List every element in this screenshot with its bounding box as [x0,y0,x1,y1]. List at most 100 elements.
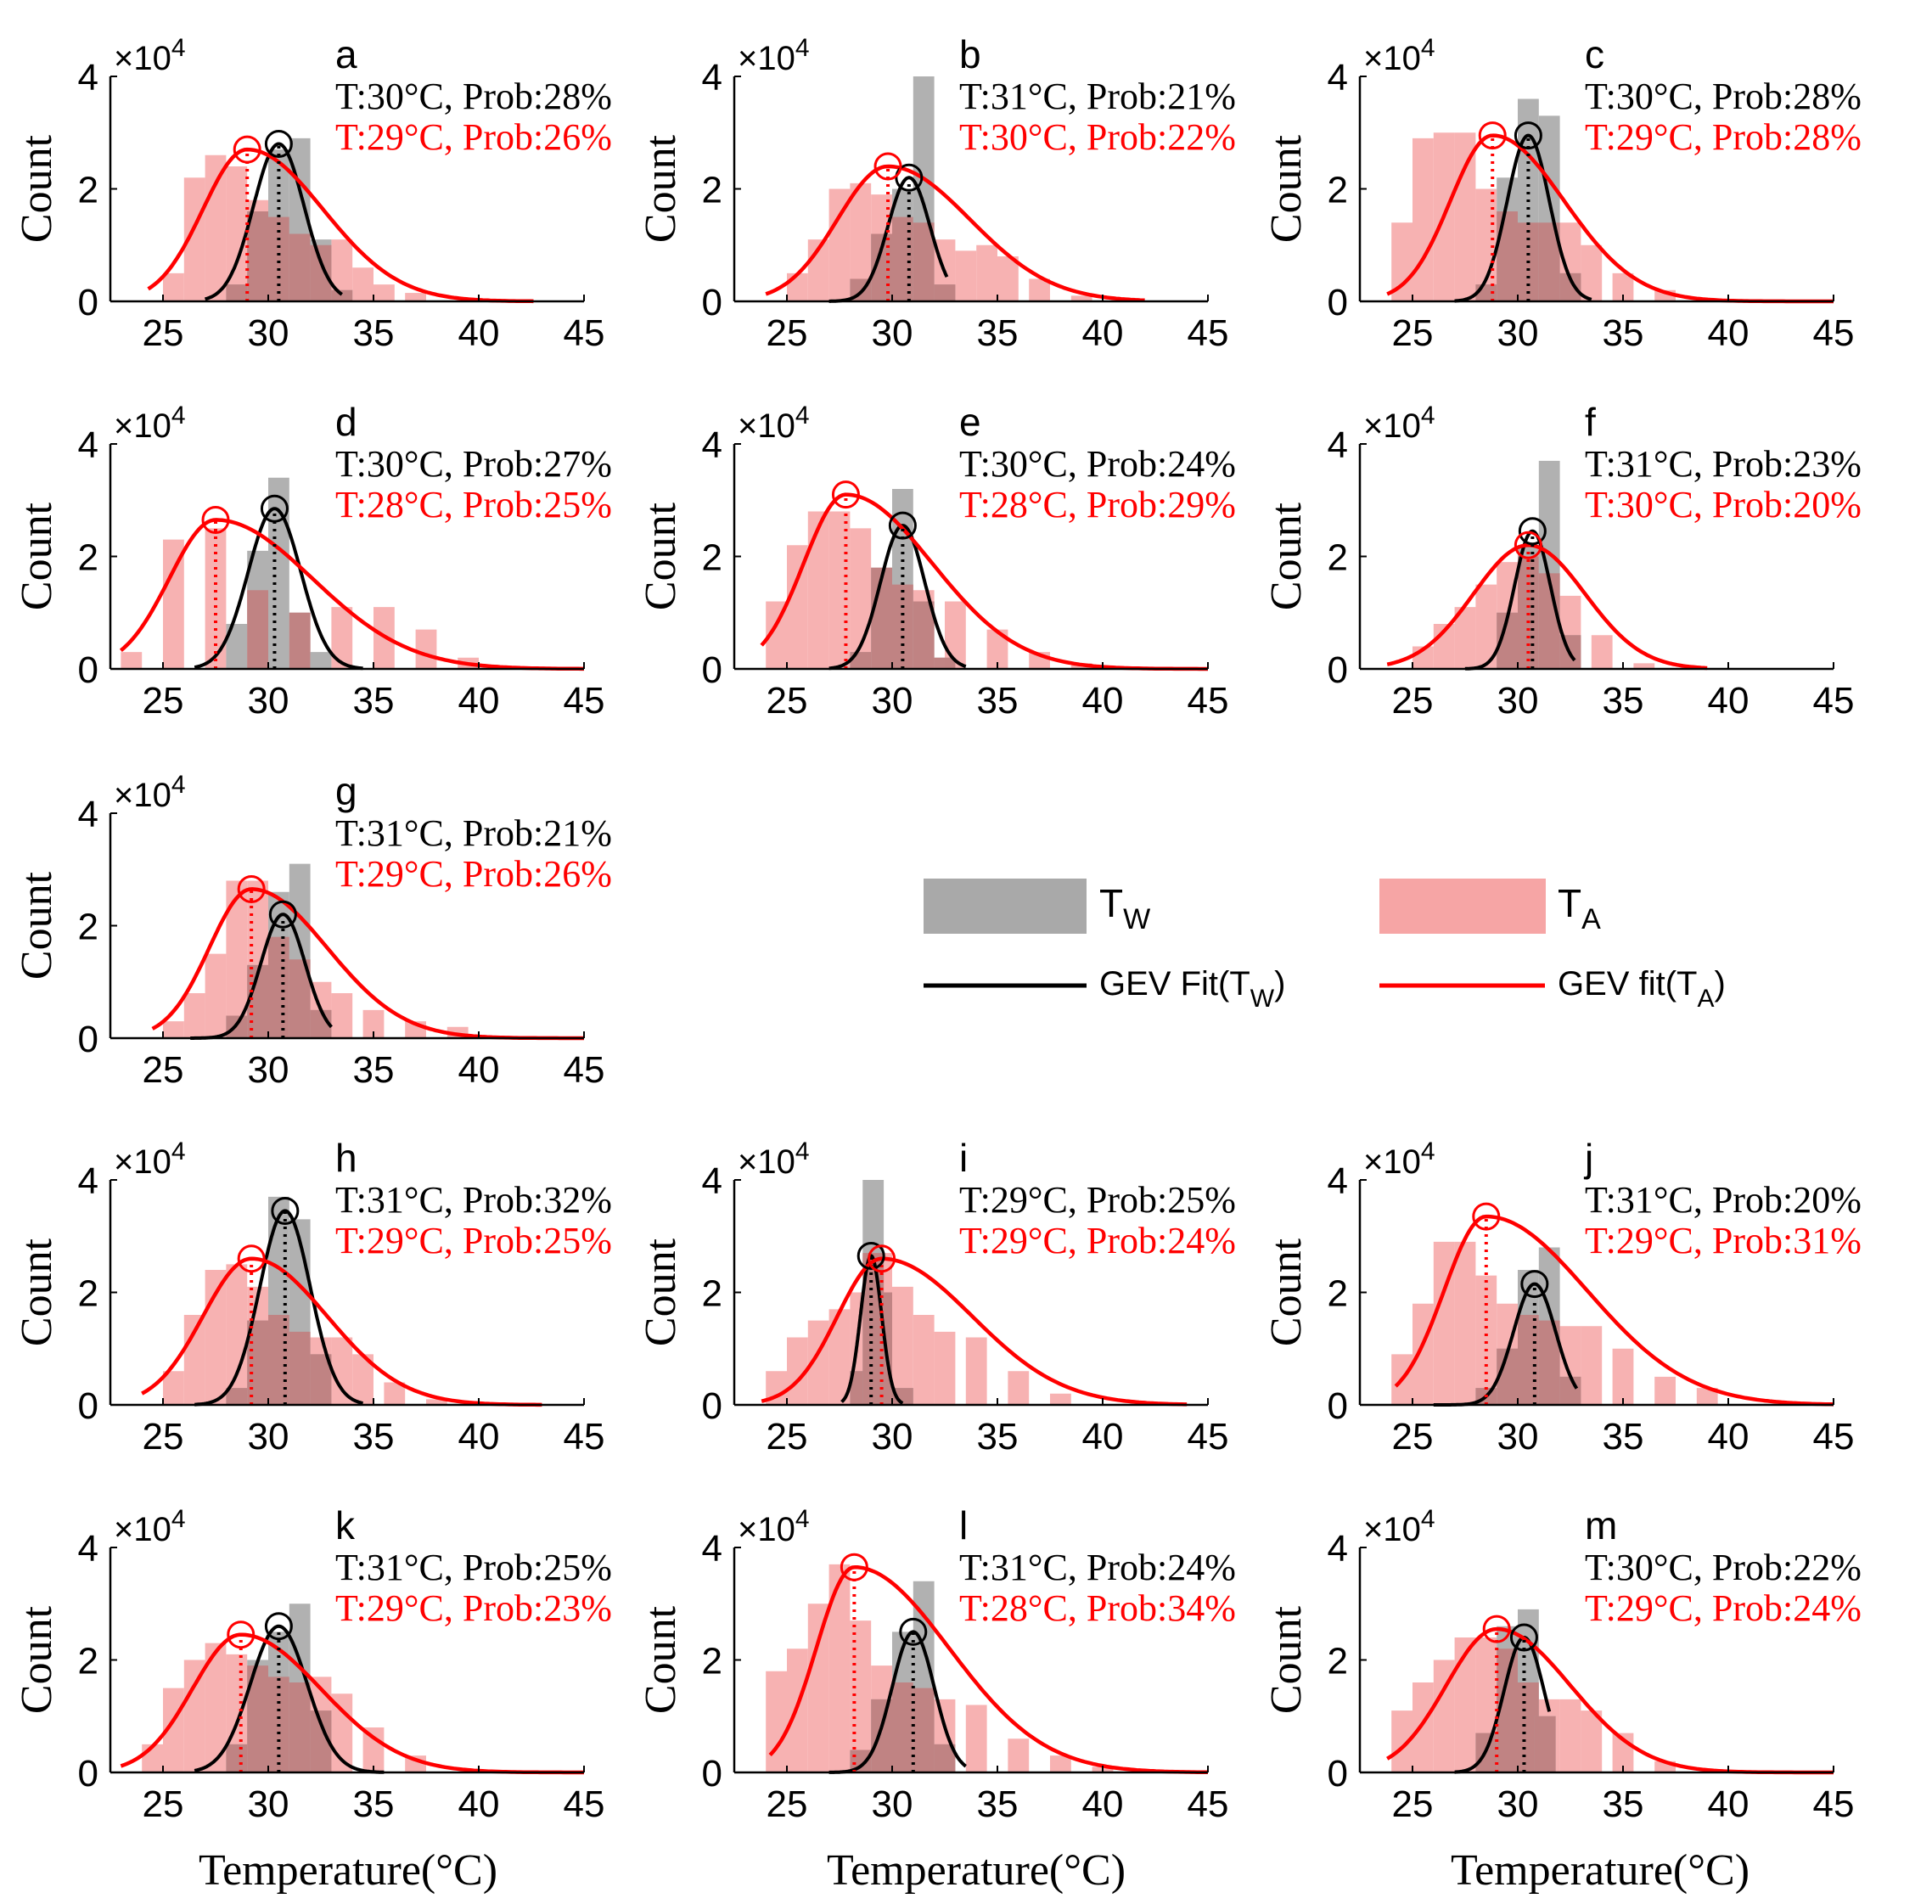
y-tick-label: 4 [702,1160,722,1202]
x-tick-label: 35 [353,1049,395,1091]
tw-annotation: T:31°C, Prob:21% [335,812,612,854]
overlap-bar [892,584,913,669]
x-tick-label: 35 [977,1783,1019,1825]
tw-mode-marker [856,1241,885,1270]
x-tick-label: 40 [1708,1783,1749,1825]
tw-annotation: T:31°C, Prob:32% [335,1179,612,1221]
y-tick-label: 0 [78,1385,98,1427]
x-tick-label: 40 [1082,1783,1124,1825]
overlap-bar [247,590,268,669]
tw-fit-curve [828,176,949,303]
ta-bar [1612,1348,1634,1405]
y-tick-label: 2 [78,1641,98,1682]
panel-g: 25 30 35 40 45 0 2 4 ×104 Count gT:31°C, Prob:21%T… [13,769,612,1091]
ta-bar [163,539,184,669]
y-axis-label: Count [637,502,685,610]
panel-letter: g [335,769,357,813]
x-tick-label: 35 [1603,312,1644,354]
exponent-label: ×104 [738,1505,810,1548]
ta-bar [331,1337,353,1405]
y-tick-label: 0 [702,282,722,323]
ta-bar [1581,1326,1603,1405]
x-tick-label: 30 [1497,680,1539,722]
overlap-bar [913,1688,935,1772]
exponent-label: ×104 [1363,1505,1435,1548]
y-tick-label: 0 [78,282,98,323]
x-tick-label: 40 [458,1416,500,1457]
tw-annotation: T:30°C, Prob:28% [1585,76,1862,117]
x-tick-label: 25 [1392,1783,1434,1825]
ta-mode-marker [873,152,902,181]
y-tick-label: 0 [1328,1753,1348,1794]
y-axis-label: Count [637,1238,685,1346]
exponent-label: ×104 [738,34,810,77]
tw-fit-curve [1454,133,1592,303]
ta-annotation: T:28°C, Prob:34% [959,1587,1236,1629]
overlap-bar [289,233,311,301]
overlap-bar [934,284,956,301]
ta-annotation: T:28°C, Prob:29% [959,484,1236,525]
x-tick-label: 45 [564,1049,605,1091]
x-tick-label: 45 [1188,680,1229,722]
x-tick-label: 25 [143,1416,184,1457]
x-tick-label: 45 [1188,1783,1229,1825]
tw-mode-marker [1520,1270,1549,1299]
ta-bar [965,1337,987,1405]
tw-fit-curve [828,1630,967,1774]
x-tick-label: 40 [1082,680,1124,722]
y-tick-label: 4 [1328,1528,1348,1570]
overlap-bar [226,284,248,301]
exponent-label: ×104 [114,34,186,77]
panel-letter: k [335,1503,356,1547]
exponent-label: ×104 [114,1505,186,1548]
x-tick-label: 45 [1813,1416,1855,1457]
x-tick-label: 30 [1497,312,1539,354]
ta-bar [965,1705,987,1772]
panel-j: 25 30 35 40 45 0 2 4 ×104 Count jT:31°C, Prob:20%T… [1262,1136,1862,1457]
ta-bar [892,1286,913,1405]
tw-annotation: T:30°C, Prob:28% [335,76,612,117]
ta-bar [1029,278,1050,301]
legend: TW TA GEV Fit(TW) GEV fit(TA) [924,879,1726,1013]
x-tick-label: 30 [1497,1416,1539,1457]
ta-annotation: T:29°C, Prob:26% [335,116,612,158]
panel-d: 25 30 35 40 45 0 2 4 ×104 Count dT:30°C, Prob:27%T… [13,400,612,722]
panel-a: 25 30 35 40 45 0 2 4 ×104 Count aT:30°C, Prob:28%T… [13,32,612,354]
panel-letter: a [335,32,357,76]
ta-bar [976,244,997,301]
ta-bar [1454,132,1476,301]
overlap-bar [226,1744,248,1772]
panel-e: 25 30 35 40 45 0 2 4 ×104 Count eT:30°C, Prob:24%T… [637,400,1236,722]
overlap-bar [934,657,956,669]
exponent-label: ×104 [738,402,810,445]
ta-annotation: T:30°C, Prob:20% [1585,484,1862,525]
y-tick-label: 4 [1328,424,1348,466]
x-tick-label: 35 [977,1416,1019,1457]
legend-ta-fit-label: GEV fit(TA) [1558,965,1726,1013]
y-tick-label: 0 [1328,1385,1348,1427]
overlap-bar [1559,1376,1581,1405]
ta-bar [997,256,1019,301]
panel-m: 25 30 35 40 45 0 2 4 ×104 Count mT:30°C, Prob:22%T… [1262,1503,1862,1825]
x-tick-label: 35 [353,312,395,354]
x-tick-label: 45 [1813,1783,1855,1825]
overlap-bar [892,216,913,301]
ta-annotation: T:29°C, Prob:28% [1585,116,1862,158]
x-tick-label: 25 [767,1416,808,1457]
overlap-bar [892,1682,913,1772]
y-tick-label: 0 [1328,282,1348,323]
x-tick-label: 30 [872,680,913,722]
y-tick-label: 2 [78,1273,98,1315]
ta-bar [362,1727,385,1772]
tw-mode-marker [1514,121,1542,150]
y-tick-label: 0 [702,649,722,691]
ta-bar [1454,1637,1476,1772]
x-tick-label: 40 [1708,1416,1749,1457]
y-axis-label: Count [13,134,61,243]
panel-b: 25 30 35 40 45 0 2 4 ×104 Count bT:31°C, Prob:21%T… [637,32,1236,354]
ta-bar [1633,663,1655,669]
y-axis-label: Count [1262,1605,1311,1714]
y-tick-label: 4 [78,424,98,466]
ta-mode-marker [233,135,261,164]
tw-fit-curve [194,1209,363,1407]
